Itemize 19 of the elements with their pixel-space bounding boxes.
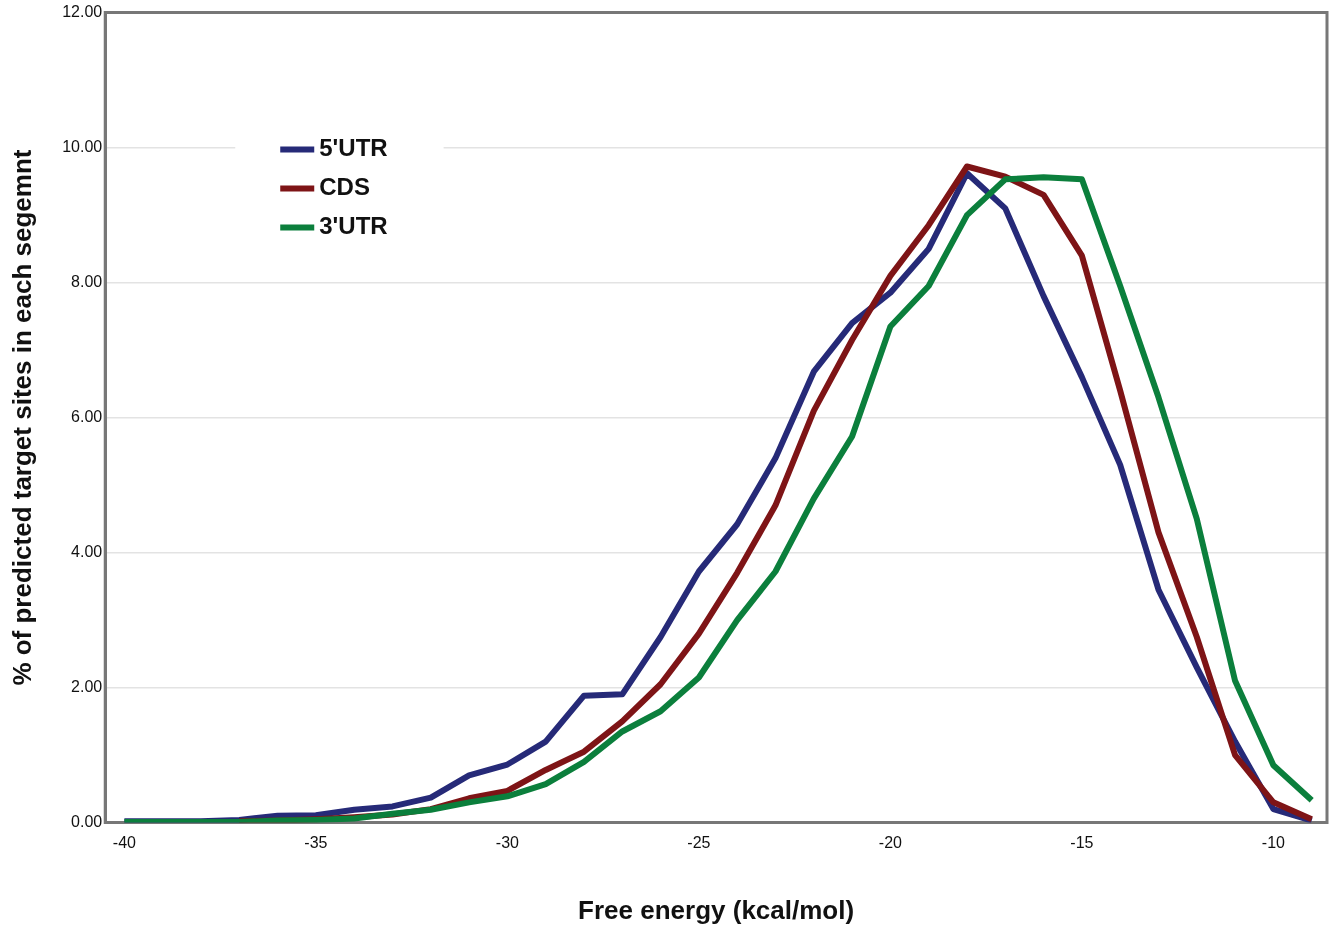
y-tick-label: 0.00 (71, 813, 103, 831)
x-tick-label: -10 (1261, 833, 1286, 851)
y-tick-label: 12.00 (62, 3, 103, 21)
x-tick-label: -20 (878, 833, 903, 851)
x-tick-label: -40 (112, 833, 137, 851)
legend-label: 5'UTR (319, 134, 388, 162)
y-tick-label: 8.00 (71, 273, 103, 291)
legend-label: CDS (319, 173, 370, 201)
y-tick-label: 2.00 (71, 678, 103, 696)
y-tick-label: 10.00 (62, 138, 103, 156)
x-axis-title: Free energy (kcal/mol) (578, 894, 855, 925)
x-tick-label: -30 (495, 833, 520, 851)
x-tick-label: -35 (304, 833, 328, 851)
y-tick-label: 4.00 (71, 543, 103, 561)
legend-label: 3'UTR (319, 212, 388, 240)
x-tick-label: -25 (687, 833, 711, 851)
x-tick-label: -15 (1070, 833, 1094, 851)
y-axis-title: % of predicted target sites in each segemnt (6, 149, 37, 686)
y-tick-label: 6.00 (71, 408, 103, 426)
